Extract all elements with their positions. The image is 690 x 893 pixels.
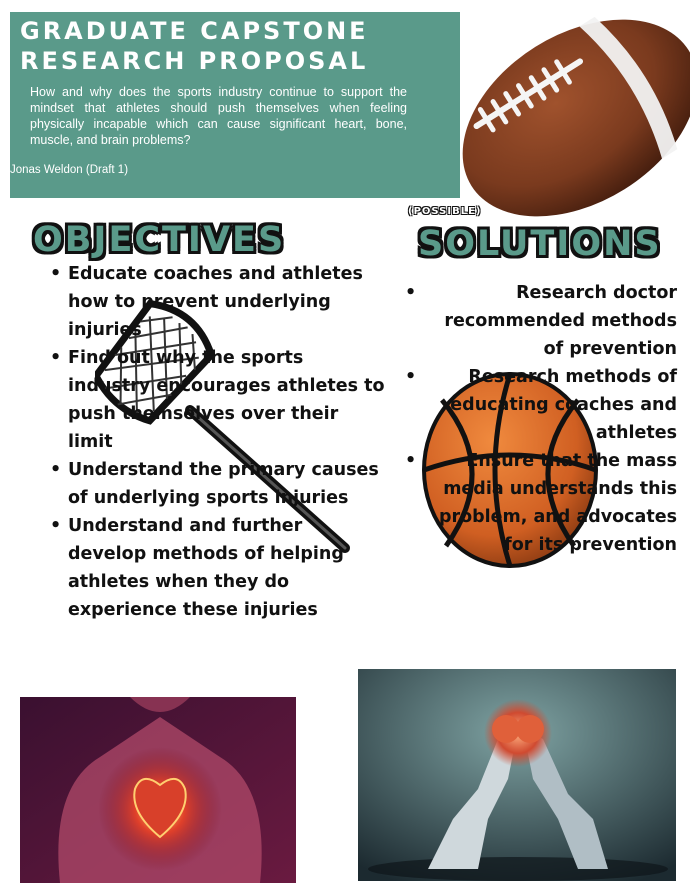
header-box — [10, 12, 460, 198]
objectives-heading: OBJECTIVES — [33, 220, 286, 260]
solutions-heading: SOLUTIONS — [418, 224, 662, 264]
author-label: Jonas Weldon (Draft 1) — [10, 164, 129, 176]
objectives-list: Educate coaches and athletes how to prev… — [50, 260, 386, 624]
human-heart-image — [20, 697, 296, 883]
title-line-2: RESEARCH PROPOSAL — [20, 47, 369, 75]
list-item: Research methods of educating coaches an… — [405, 363, 677, 447]
football-image — [462, 16, 690, 217]
list-item: Understand the primary causes of underly… — [50, 456, 386, 512]
possible-tag: (POSSIBLE) — [408, 206, 482, 217]
research-question: How and why does the sports industry con… — [30, 85, 407, 147]
title-line-1: GRADUATE CAPSTONE — [20, 17, 369, 45]
page-title: GRADUATE CAPSTONE RESEARCH PROPOSAL — [20, 16, 440, 76]
solutions-list: Research doctor recommended methods of p… — [405, 279, 677, 559]
list-item: Understand and further develop methods o… — [50, 512, 386, 624]
football-players-image — [358, 669, 676, 881]
list-item: Educate coaches and athletes how to prev… — [50, 260, 386, 344]
list-item: Find out why the sports industry encoura… — [50, 344, 386, 456]
list-item: Ensure that the mass media understands t… — [405, 447, 677, 559]
list-item: Research doctor recommended methods of p… — [405, 279, 677, 363]
